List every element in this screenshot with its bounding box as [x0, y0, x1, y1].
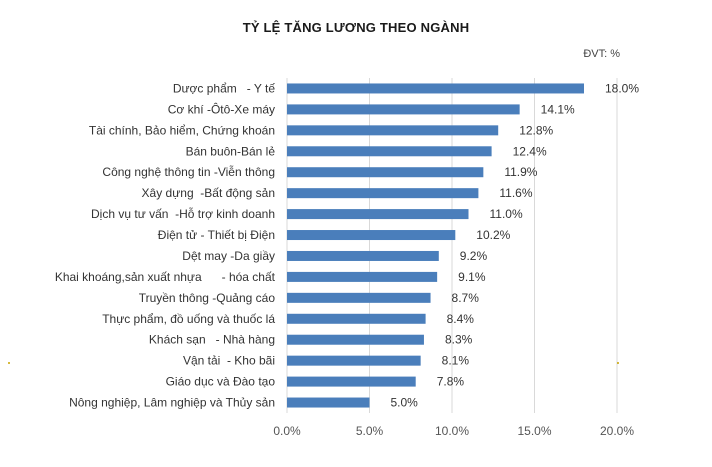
bar — [287, 104, 520, 115]
data-label: 14.1% — [541, 102, 575, 116]
x-tick-label: 10.0% — [435, 424, 469, 438]
decorative-dot-left — [8, 362, 10, 364]
data-label: 10.2% — [476, 228, 510, 242]
data-label: 11.9% — [504, 165, 537, 179]
category-label: Dệt may -Da giầy — [182, 249, 275, 263]
category-label: Dịch vụ tư vấn -Hỗ trợ kinh doanh — [91, 206, 275, 221]
bar — [287, 167, 484, 178]
bar — [287, 397, 370, 408]
data-label: 11.0% — [490, 207, 523, 221]
bar — [287, 250, 439, 261]
category-label: Xây dựng -Bất động sản — [142, 186, 275, 200]
data-label: 9.1% — [458, 270, 486, 284]
data-label: 9.2% — [460, 249, 488, 263]
bar — [287, 146, 492, 157]
category-label: Dược phẩm - Y tế — [173, 81, 275, 95]
category-labels: Dược phẩm - Y tế Cơ khí -Ôtô-Xe máy Tài ch… — [55, 81, 276, 409]
bar — [287, 355, 421, 366]
data-label: 8.4% — [447, 312, 475, 326]
category-label: Tài chính, Bảo hiểm, Chứng khoán — [89, 123, 275, 137]
x-tick-label: 5.0% — [356, 424, 384, 438]
bar — [287, 83, 584, 94]
data-label: 8.7% — [452, 291, 480, 305]
bar — [287, 376, 416, 387]
bar — [287, 271, 438, 282]
category-label: Bán buôn-Bán lẻ — [186, 144, 276, 158]
bars — [287, 83, 584, 408]
data-label: 8.3% — [445, 333, 473, 347]
decorative-dot-right — [617, 362, 619, 364]
data-label: 8.1% — [442, 354, 470, 368]
category-label: Điện tử - Thiết bị Điện — [158, 228, 275, 242]
data-labels: 18.0% 14.1% 12.8% 12.4% 11.9% 11.6% 11.0% 10.2%… — [391, 81, 640, 409]
x-tick-label: 20.0% — [600, 424, 634, 438]
data-label: 11.6% — [499, 186, 532, 200]
category-label: Truyền thông -Quảng cáo — [139, 291, 276, 305]
category-label: Nông nghiệp, Lâm nghiệp và Thủy sản — [69, 396, 275, 410]
category-label: Công nghệ thông tin -Viễn thông — [102, 164, 275, 179]
category-label: Cơ khí -Ôtô-Xe máy — [168, 101, 275, 116]
category-label: Khách sạn - Nhà hàng — [149, 333, 275, 347]
data-label: 12.4% — [513, 144, 547, 158]
x-axis-ticks: 0.0% 5.0% 10.0% 15.0% 20.0% — [273, 424, 634, 438]
bar — [287, 125, 499, 136]
category-label: Giáo dục và Đào tạo — [166, 375, 276, 389]
data-label: 18.0% — [605, 81, 639, 95]
category-label: Thực phẩm, đồ uống và thuốc lá — [102, 312, 275, 326]
data-label: 5.0% — [391, 396, 419, 410]
bar — [287, 188, 479, 199]
bar — [287, 292, 431, 303]
category-label: Vận tải - Kho bãi — [183, 354, 275, 368]
category-label: Khai khoáng,sản xuất nhựa - hóa chất — [55, 270, 276, 284]
bar — [287, 313, 426, 324]
x-tick-label: 15.0% — [517, 424, 551, 438]
data-label: 12.8% — [519, 123, 553, 137]
x-tick-label: 0.0% — [273, 424, 301, 438]
data-label: 7.8% — [437, 375, 465, 389]
bar — [287, 334, 424, 345]
unit-label: ĐVT: % — [583, 48, 620, 60]
bar — [287, 230, 456, 241]
bar — [287, 209, 469, 220]
chart-title: TỶ LỆ TĂNG LƯƠNG THEO NGÀNH — [242, 20, 470, 35]
